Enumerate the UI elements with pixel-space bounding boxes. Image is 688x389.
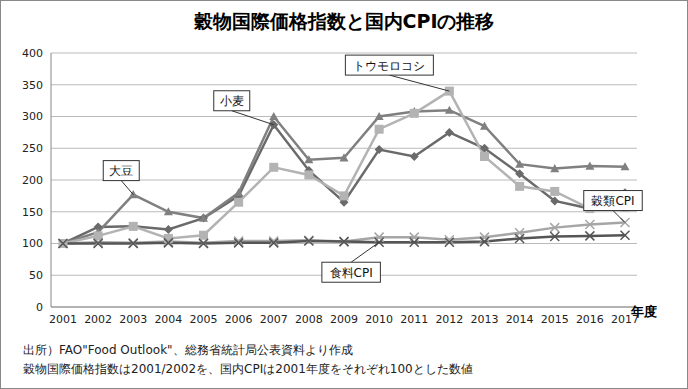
- svg-text:2017: 2017: [611, 312, 639, 326]
- svg-text:食料CPI: 食料CPI: [330, 266, 373, 280]
- svg-text:200: 200: [22, 174, 43, 187]
- html-text:穀物国際価格指数と国内CPIの推移: 穀物国際価格指数と国内CPIの推移: [193, 10, 495, 32]
- svg-text:100: 100: [22, 237, 43, 250]
- svg-text:50: 50: [29, 269, 43, 282]
- svg-text:大豆: 大豆: [109, 164, 133, 178]
- svg-text:0: 0: [36, 301, 43, 314]
- svg-text:350: 350: [22, 79, 43, 92]
- html-text:出所）FAO"Food Outlook"、総務省統計局公表資: 出所）FAO"Food Outlook"、総務省統計局公表資料より作成: [23, 343, 353, 357]
- svg-text:2016: 2016: [576, 313, 604, 326]
- svg-text:2011: 2011: [400, 313, 428, 326]
- svg-text:2009: 2009: [330, 313, 358, 326]
- svg-text:2014: 2014: [506, 313, 534, 326]
- svg-text:250: 250: [22, 142, 43, 155]
- svg-text:小麦: 小麦: [220, 94, 244, 108]
- svg-text:2013: 2013: [471, 313, 499, 326]
- svg-text:2005: 2005: [190, 313, 218, 326]
- svg-text:2006: 2006: [225, 313, 253, 326]
- svg-text:2012: 2012: [435, 313, 463, 326]
- svg-text:穀類CPI: 穀類CPI: [591, 194, 634, 208]
- svg-text:2001: 2001: [49, 313, 77, 326]
- svg-text:2003: 2003: [119, 313, 147, 326]
- svg-text:300: 300: [22, 110, 43, 123]
- svg-text:150: 150: [22, 206, 43, 219]
- svg-text:トウモロコシ: トウモロコシ: [353, 59, 425, 73]
- svg-text:2010: 2010: [365, 313, 393, 326]
- svg-text:2008: 2008: [295, 313, 323, 326]
- svg-text:2004: 2004: [154, 313, 182, 326]
- html-text:穀物国際価格指数は2001/2002を、国内CPIは2001: 穀物国際価格指数は2001/2002を、国内CPIは2001年度をそれぞれ100…: [23, 362, 473, 376]
- svg-text:2007: 2007: [260, 313, 288, 326]
- svg-text:2015: 2015: [541, 313, 569, 326]
- svg-text:400: 400: [22, 47, 43, 60]
- html-text:年度: 年度: [631, 304, 657, 319]
- svg-text:2002: 2002: [84, 313, 112, 326]
